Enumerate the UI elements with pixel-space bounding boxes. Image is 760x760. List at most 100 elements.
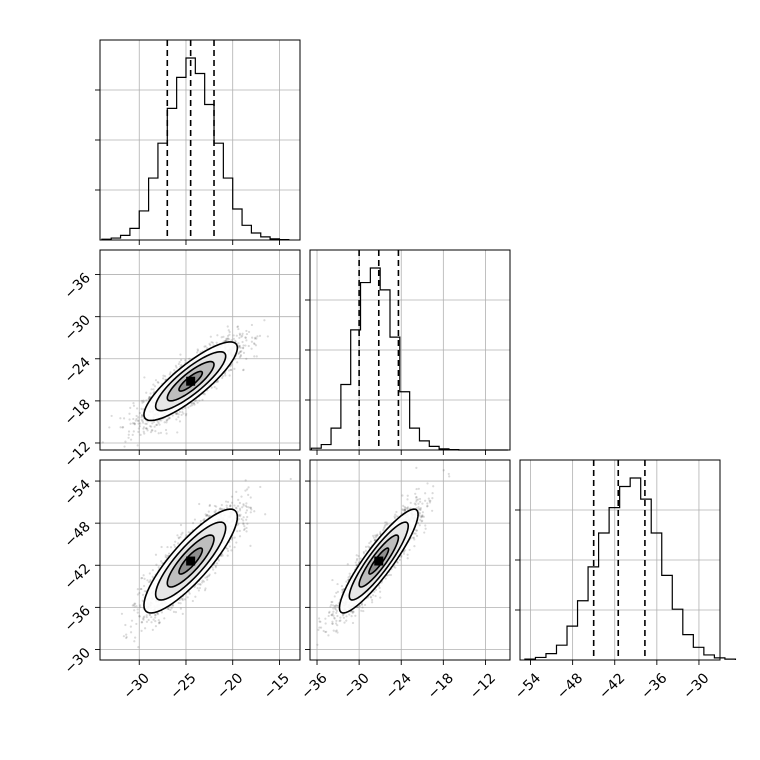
scatter-point xyxy=(239,515,242,518)
scatter-point xyxy=(244,479,247,482)
scatter-point xyxy=(251,336,254,339)
scatter-point xyxy=(145,614,148,617)
scatter-point xyxy=(198,586,202,590)
scatter-point xyxy=(142,616,145,619)
scatter-point xyxy=(128,412,131,415)
scatter-point xyxy=(198,583,202,586)
scatter-point xyxy=(132,402,135,405)
scatter-point xyxy=(227,369,231,372)
scatter-point xyxy=(244,344,247,347)
scatter-point xyxy=(206,578,209,581)
scatter-point xyxy=(419,500,422,503)
scatter-point xyxy=(162,374,165,377)
scatter-point xyxy=(131,604,134,607)
scatter-point xyxy=(156,612,159,615)
scatter-point xyxy=(328,611,331,614)
scatter-point xyxy=(202,519,205,522)
scatter-point xyxy=(245,526,248,530)
scatter-point xyxy=(373,539,377,542)
scatter-point xyxy=(141,401,144,404)
scatter-point xyxy=(155,423,158,427)
scatter-point xyxy=(203,393,206,396)
scatter-point xyxy=(221,376,224,380)
scatter-point xyxy=(242,368,245,371)
scatter-point xyxy=(173,545,177,549)
scatter-point xyxy=(237,513,241,517)
scatter-point xyxy=(173,369,176,372)
scatter-point xyxy=(180,364,183,367)
scatter-point xyxy=(134,419,137,422)
scatter-point xyxy=(205,514,208,517)
scatter-point xyxy=(129,631,133,634)
scatter-point xyxy=(225,337,228,340)
scatter-point xyxy=(158,419,161,422)
scatter-point xyxy=(184,359,187,362)
scatter-point xyxy=(376,533,379,536)
scatter-point xyxy=(237,345,240,348)
scatter-point xyxy=(237,327,240,331)
scatter-point xyxy=(167,607,170,611)
scatter-point xyxy=(157,622,161,625)
panel-frame xyxy=(99,39,301,241)
scatter-point xyxy=(227,338,230,341)
scatter-point xyxy=(192,402,196,405)
scatter-point xyxy=(163,421,166,424)
scatter-point xyxy=(240,350,243,353)
panel-frame xyxy=(99,249,301,451)
scatter-point xyxy=(145,399,148,402)
scatter-point xyxy=(226,547,229,550)
scatter-point xyxy=(219,507,222,510)
scatter-point xyxy=(249,506,252,509)
scatter-point xyxy=(140,621,143,624)
scatter-point xyxy=(134,602,137,605)
density-peak xyxy=(186,376,196,386)
scatter-point xyxy=(240,517,243,521)
scatter-point xyxy=(194,399,197,403)
scatter-point xyxy=(154,379,158,382)
scatter-point xyxy=(216,334,219,337)
scatter-point xyxy=(142,427,145,430)
scatter-point xyxy=(142,617,145,620)
scatter-point xyxy=(221,507,224,511)
scatter-point xyxy=(227,549,230,553)
scatter-point xyxy=(192,402,195,405)
scatter-point xyxy=(206,575,209,578)
scatter-point xyxy=(178,420,182,423)
scatter-point xyxy=(147,618,150,622)
scatter-point xyxy=(140,414,144,417)
scatter-point xyxy=(157,432,160,435)
scatter-point xyxy=(110,414,113,418)
scatter-point xyxy=(143,376,146,379)
scatter-point xyxy=(149,579,152,582)
scatter-point xyxy=(204,587,207,590)
scatter-point xyxy=(168,373,171,376)
scatter-point xyxy=(177,415,180,419)
scatter-point xyxy=(204,345,207,348)
scatter-point xyxy=(166,554,169,558)
scatter-point xyxy=(360,602,363,606)
scatter-point xyxy=(133,422,136,425)
scatter-point xyxy=(319,620,322,623)
scatter-point xyxy=(195,399,198,402)
histogram-panel-param-2 xyxy=(305,249,511,455)
scatter-point xyxy=(148,396,151,399)
scatter-point xyxy=(135,417,138,421)
scatter-point xyxy=(404,508,407,512)
scatter-point xyxy=(351,611,354,614)
scatter-point xyxy=(141,421,145,424)
scatter-point xyxy=(176,412,179,415)
scatter-point xyxy=(163,617,166,620)
scatter-point xyxy=(137,419,140,422)
scatter-point xyxy=(249,496,252,499)
scatter-point xyxy=(229,364,233,367)
scatter-point xyxy=(174,364,178,368)
scatter-point xyxy=(214,509,217,512)
scatter-point xyxy=(334,604,337,608)
scatter-point xyxy=(206,576,209,579)
scatter-point xyxy=(177,537,181,540)
scatter-point xyxy=(166,545,169,549)
scatter-point xyxy=(191,402,194,405)
scatter-panel-param-3-vs-1 xyxy=(95,459,301,665)
scatter-point xyxy=(241,506,244,509)
scatter-point xyxy=(217,380,220,383)
